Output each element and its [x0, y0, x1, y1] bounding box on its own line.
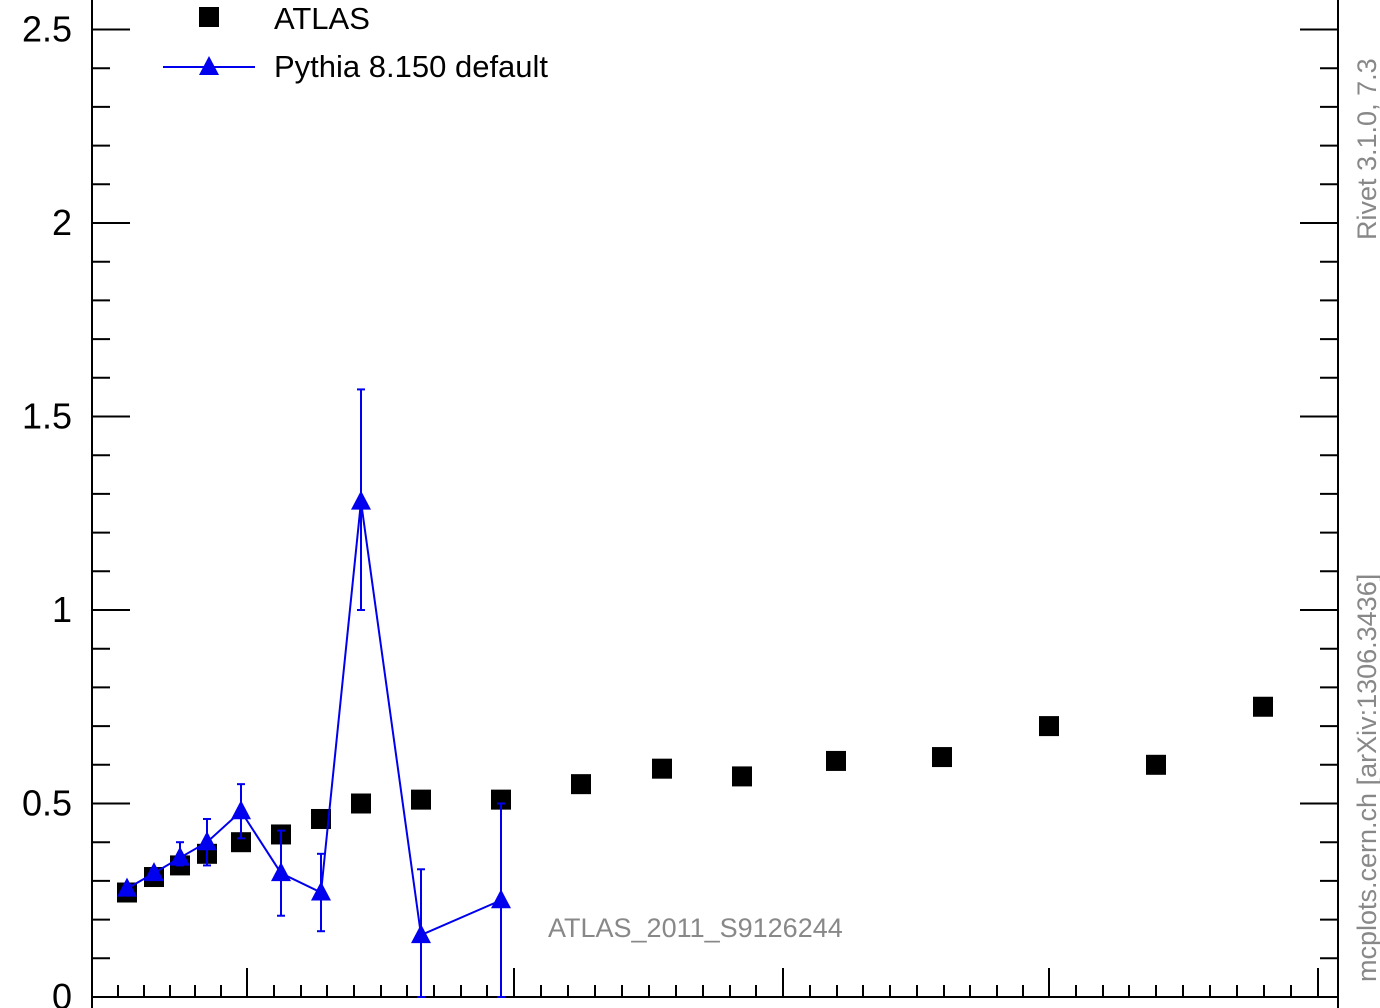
data-point	[571, 774, 591, 795]
data-point	[411, 789, 431, 810]
y-tick-label: 0.5	[22, 783, 72, 824]
legend: ATLAS Pythia 8.150 default	[163, 1, 548, 84]
data-point	[652, 758, 672, 779]
legend-marker-atlas	[199, 7, 219, 27]
data-point	[491, 889, 511, 909]
data-point	[826, 750, 846, 771]
x-axis	[117, 968, 1319, 997]
data-point	[144, 862, 164, 882]
rivet-version-label: Rivet 3.1.0, 7.3	[1352, 58, 1380, 240]
y-tick-label: 0	[52, 976, 72, 1008]
y-tick-label: 1.5	[22, 396, 72, 437]
data-point	[932, 747, 952, 768]
data-point	[117, 877, 137, 897]
data-point	[351, 793, 371, 814]
data-point	[231, 832, 251, 853]
series-layer	[117, 388, 1273, 998]
series-line	[126, 501, 502, 937]
data-point	[351, 490, 371, 510]
data-point	[231, 800, 251, 820]
data-point	[197, 831, 217, 851]
data-point	[1253, 696, 1273, 717]
data-point	[311, 808, 331, 829]
data-point	[411, 924, 431, 944]
data-point	[170, 846, 190, 866]
series-atlas	[117, 696, 1273, 903]
legend-label-pythia: Pythia 8.150 default	[274, 49, 548, 84]
data-point	[1039, 716, 1059, 737]
y-tick-label: 2.5	[22, 9, 72, 50]
analysis-label: ATLAS_2011_S9126244	[548, 913, 843, 943]
series-pythia-8-150-default	[117, 388, 511, 998]
data-point	[491, 789, 511, 810]
plot-frame	[91, 0, 1339, 1008]
source-label: mcplots.cern.ch [arXiv:1306.3436]	[1352, 574, 1380, 982]
data-point	[311, 881, 331, 901]
y-tick-label: 1	[52, 589, 72, 630]
y-tick-label: 2	[52, 202, 72, 243]
data-point	[271, 862, 291, 882]
y-axis: 0 0.5 1 1.5 2 2.5	[22, 9, 1338, 1008]
legend-marker-pythia	[199, 56, 219, 75]
legend-label-atlas: ATLAS	[274, 1, 370, 36]
data-point	[732, 766, 752, 787]
data-point	[1146, 754, 1166, 775]
